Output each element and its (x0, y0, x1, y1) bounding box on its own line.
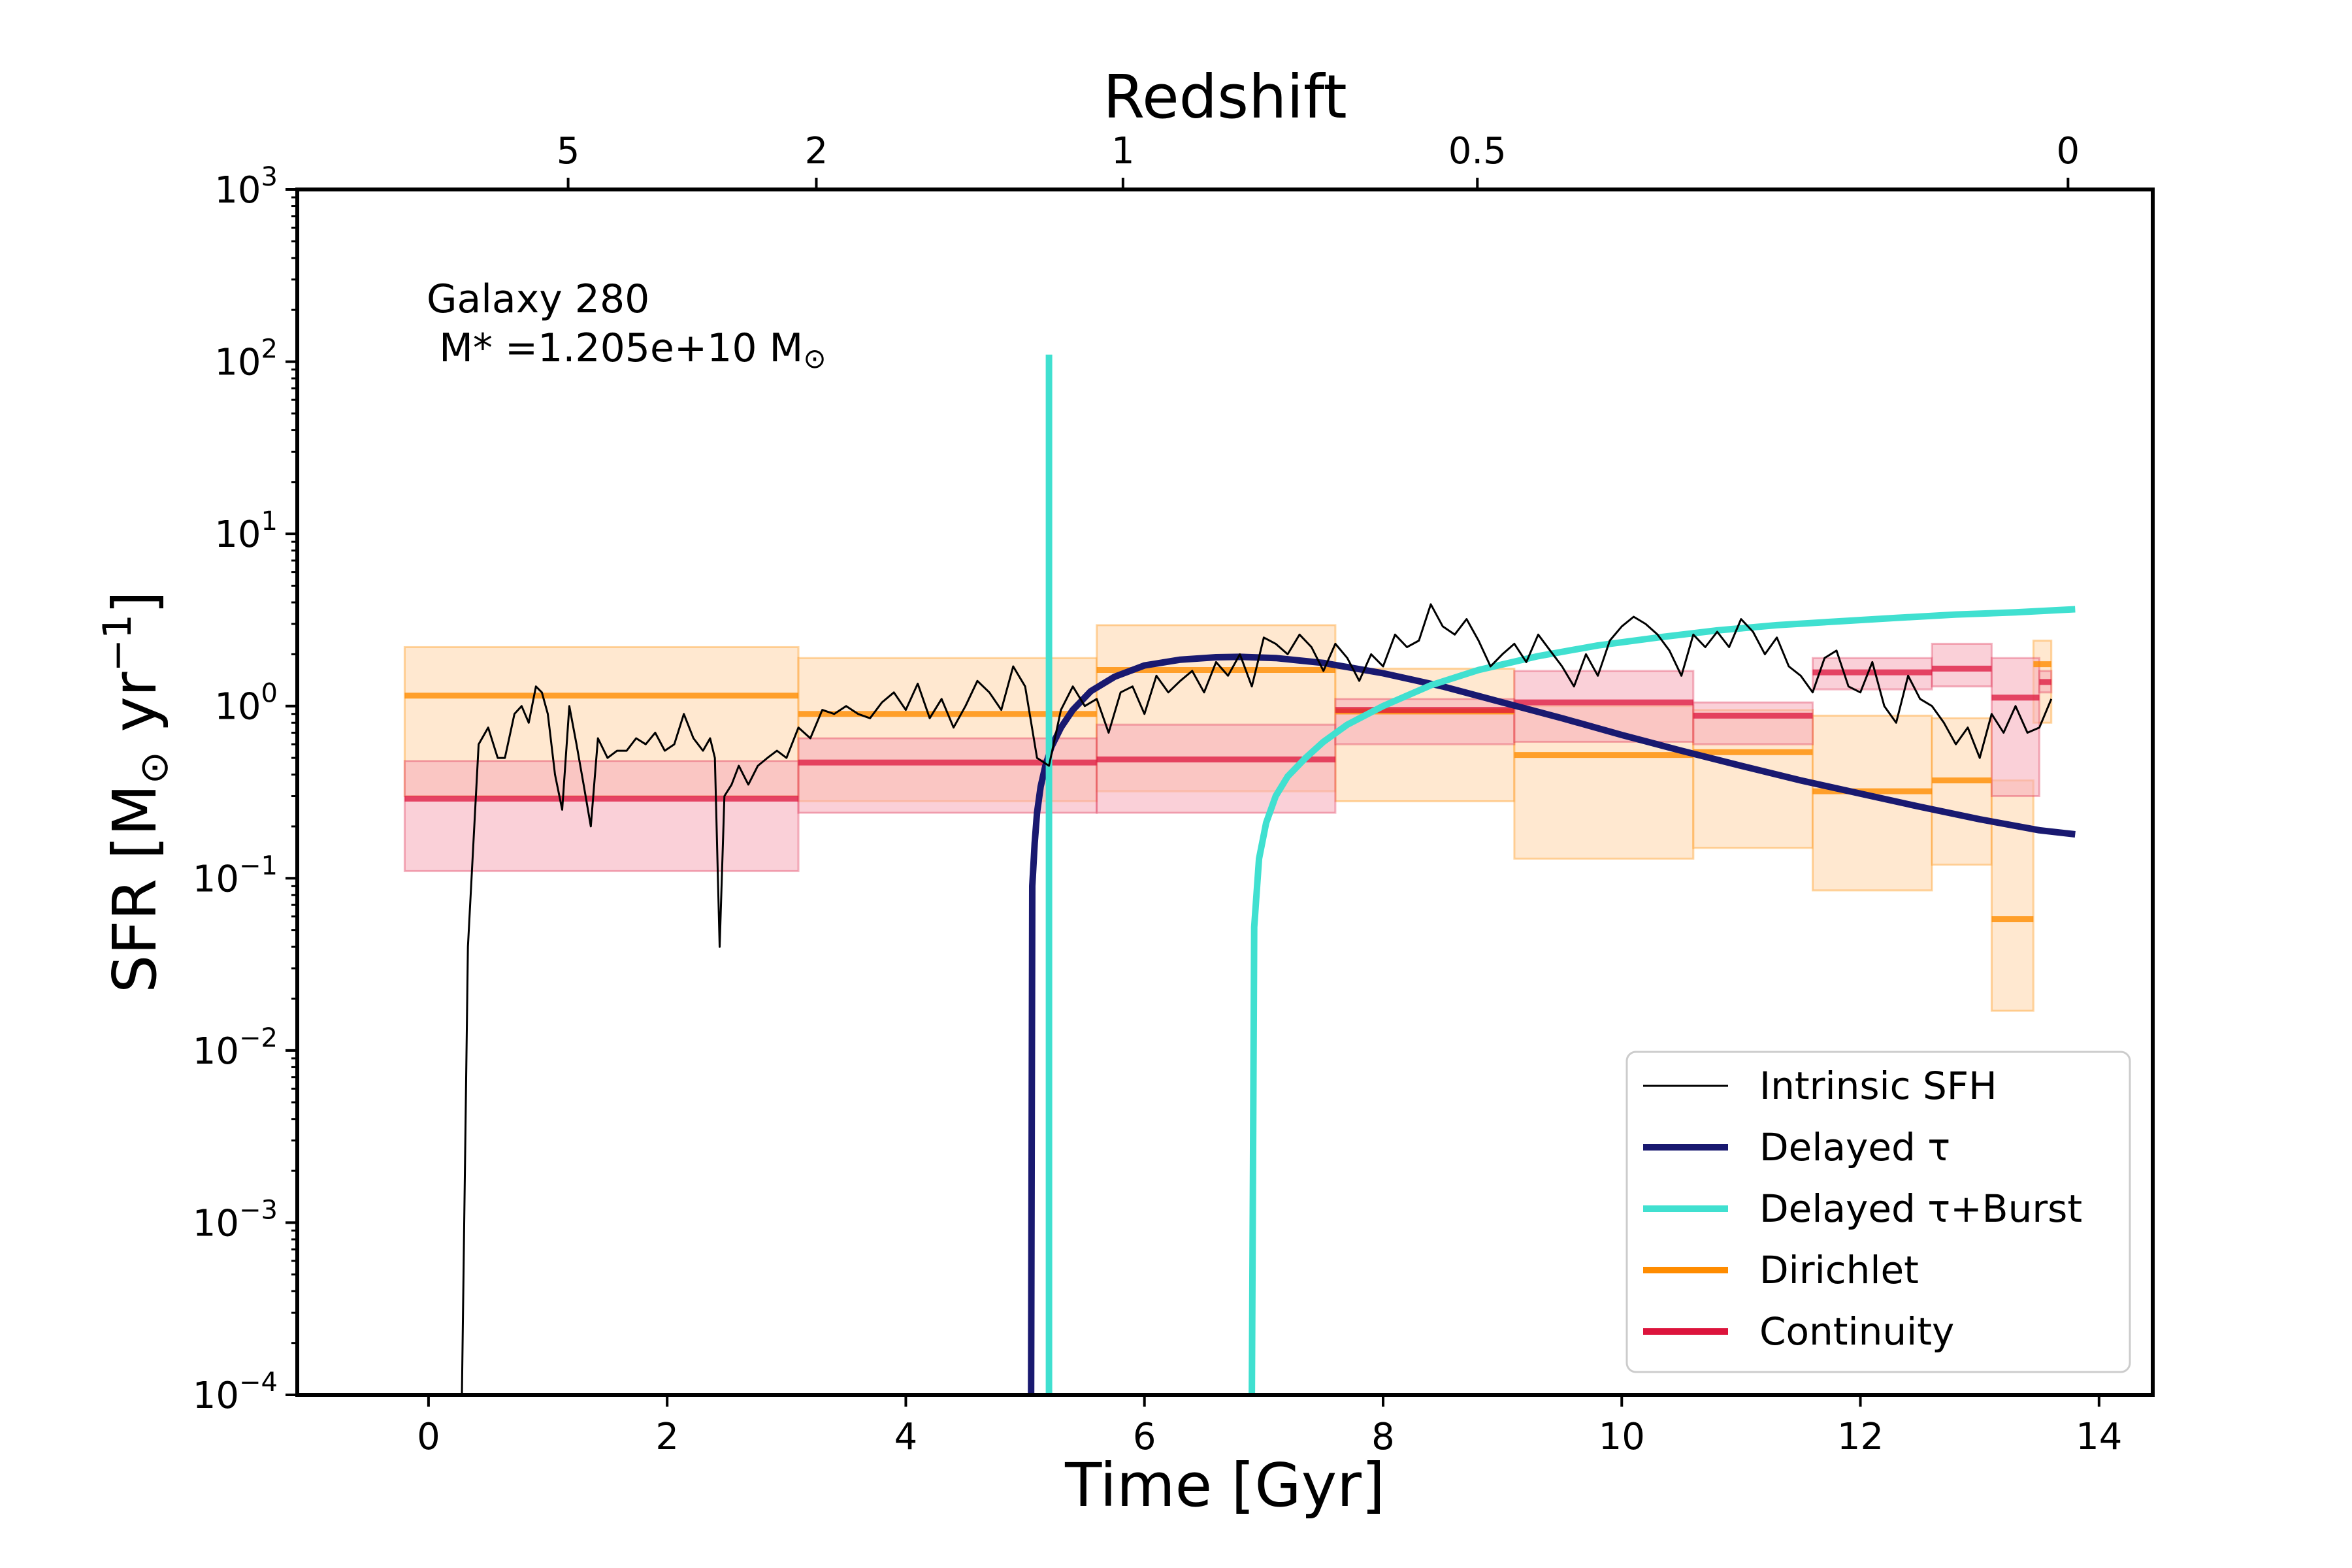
y-axis-ticks: 10−4 10−3 10−2 10−1 100 101 102 103 (193, 162, 297, 1417)
sfh-lines (461, 354, 2076, 1396)
x-tick-label: 12 (1837, 1416, 1884, 1458)
dirichlet-band-7 (1931, 717, 1993, 866)
galaxy-name-annotation: Galaxy 280 (427, 276, 649, 322)
redshift-tick-label: 5 (557, 130, 580, 172)
y-tick-label: 100 (214, 679, 278, 728)
continuity-band-0 (403, 760, 800, 872)
x-axis-ticks: 0 2 4 6 8 10 12 14 (417, 1395, 2122, 1458)
y-tick-label: 10−1 (193, 851, 278, 900)
redshift-tick-label: 0.5 (1448, 130, 1507, 172)
legend-entry-delayed-label: Delayed τ (1759, 1125, 1950, 1169)
continuity-band-7 (1931, 642, 1993, 688)
x-tick-label: 8 (1371, 1416, 1395, 1458)
legend-entry-dirichlet-label: Dirichlet (1759, 1248, 1919, 1292)
dirichlet-band-8 (1990, 779, 2034, 1012)
y-tick-label: 10−4 (193, 1367, 278, 1417)
series-delayed-line (1028, 653, 2076, 1396)
series-delayed-burst-line (1249, 606, 2076, 1396)
y-tick-label: 103 (214, 162, 278, 212)
top-axis-title: Redshift (1103, 62, 1347, 132)
y-tick-label: 102 (214, 335, 278, 384)
redshift-tick-label: 1 (1111, 130, 1135, 172)
legend-box (1625, 1051, 2131, 1373)
x-tick-label: 14 (2076, 1416, 2122, 1458)
legend-entry-intrinsic-sfh-label: Intrinsic SFH (1759, 1064, 1997, 1108)
x-axis-title: Time [Gyr] (1064, 1450, 1385, 1520)
redshift-tick-label: 0 (2057, 130, 2080, 172)
legend-entry-delayed-burst-label: Delayed τ+Burst (1759, 1186, 2082, 1231)
redshift-axis-ticks: 5 2 1 0.5 0 (557, 130, 2080, 189)
x-tick-label: 6 (1133, 1416, 1156, 1458)
legend: Intrinsic SFH Delayed τ Delayed τ+Burst Dir… (1625, 1051, 2131, 1373)
x-tick-label: 10 (1599, 1416, 1645, 1458)
plot-frame (295, 188, 2155, 1397)
y-tick-label: 10−2 (193, 1023, 278, 1073)
continuity-band-8 (1990, 657, 2040, 798)
continuity-medians (404, 665, 2051, 802)
legend-entry-continuity-label: Continuity (1759, 1309, 1954, 1354)
continuity-band-3 (1334, 698, 1516, 745)
legend-entries: Intrinsic SFH Delayed τ Delayed τ+Burst Dir… (1643, 1064, 2082, 1354)
x-tick-label: 2 (655, 1416, 679, 1458)
y-tick-label: 101 (214, 506, 278, 556)
redshift-tick-label: 2 (805, 130, 828, 172)
y-axis-title: SFR [M⊙ yr−1] (95, 591, 177, 993)
continuity-band-5 (1692, 701, 1814, 745)
x-tick-label: 4 (894, 1416, 918, 1458)
y-tick-label: 10−3 (193, 1195, 278, 1245)
x-tick-label: 0 (417, 1416, 440, 1458)
stellar-mass-annotation: M* =1.205e+10 M⊙ (427, 325, 826, 374)
series-intrinsic-sfh-line (461, 603, 2053, 1396)
